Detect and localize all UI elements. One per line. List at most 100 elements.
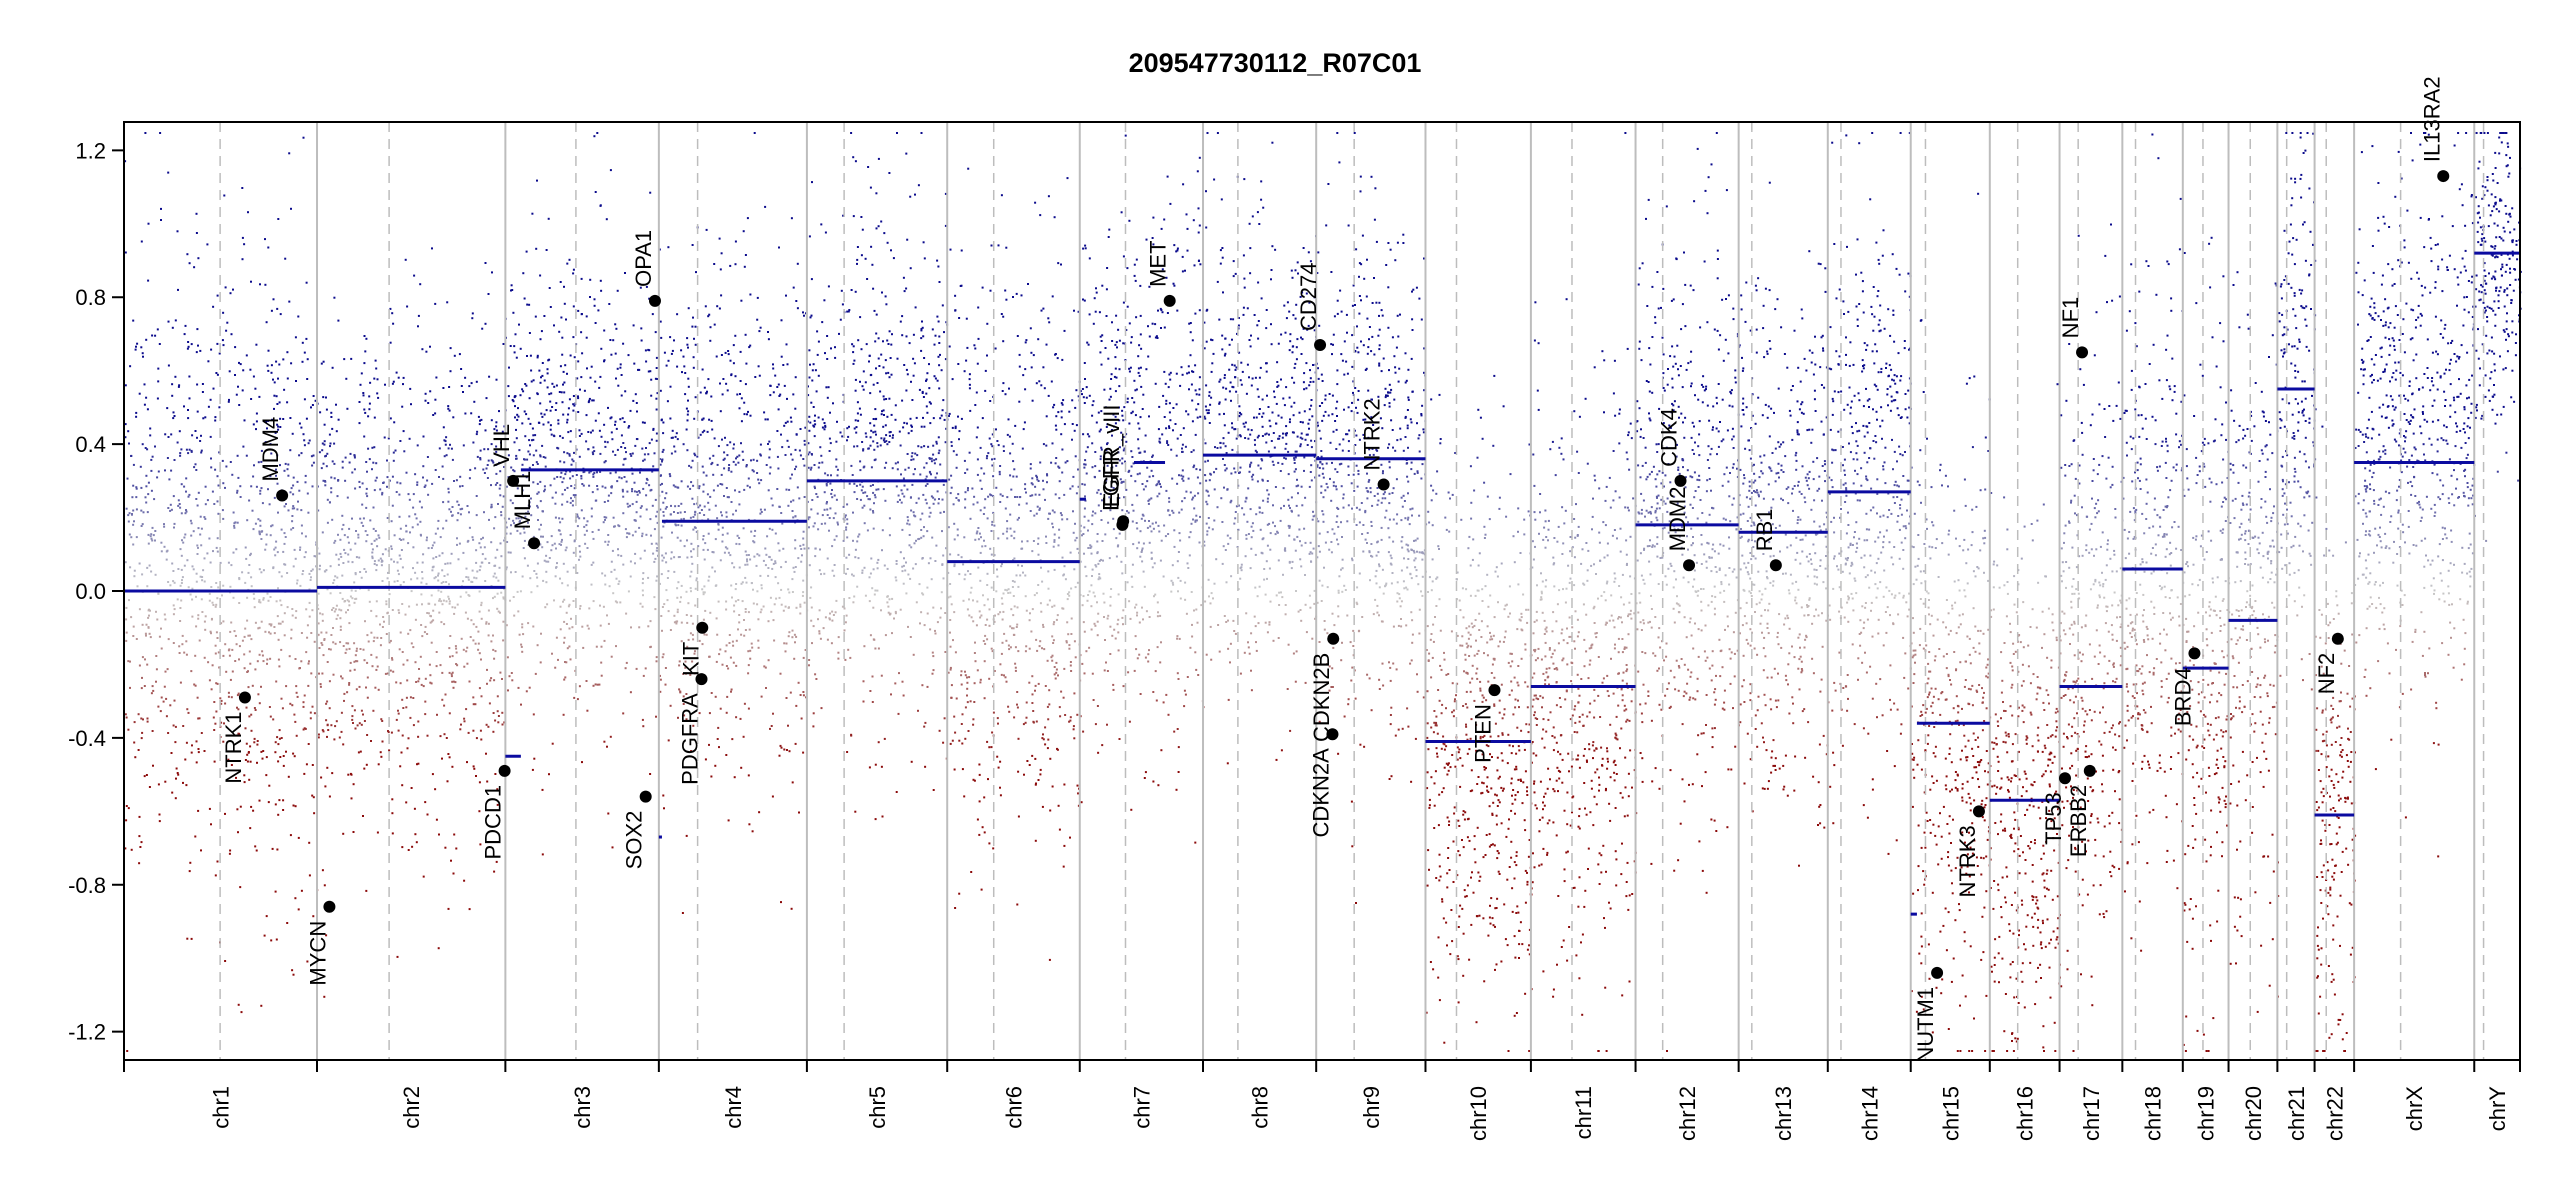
probe-point xyxy=(617,384,620,387)
probe-point xyxy=(563,636,566,639)
probe-point xyxy=(209,630,212,633)
probe-point xyxy=(345,642,348,645)
probe-point xyxy=(824,472,827,475)
probe-point xyxy=(491,460,494,463)
probe-point xyxy=(395,491,398,493)
probe-point xyxy=(479,457,482,459)
probe-point xyxy=(928,515,931,518)
probe-point xyxy=(757,618,760,621)
probe-point xyxy=(322,360,325,363)
probe-point xyxy=(854,290,857,293)
probe-point xyxy=(707,315,710,318)
probe-point xyxy=(146,566,149,569)
probe-point xyxy=(422,685,425,688)
probe-point xyxy=(563,678,566,681)
probe-point xyxy=(734,463,737,466)
probe-point xyxy=(476,430,479,433)
probe-point xyxy=(236,706,238,709)
probe-point xyxy=(984,389,987,392)
probe-point xyxy=(786,397,788,400)
probe-point xyxy=(830,642,833,645)
probe-point xyxy=(759,454,762,457)
probe-point xyxy=(318,672,320,675)
probe-point xyxy=(1060,433,1063,436)
probe-point xyxy=(375,367,378,370)
probe-point xyxy=(735,509,737,512)
probe-point xyxy=(360,723,363,726)
probe-point xyxy=(642,572,645,575)
probe-point xyxy=(645,360,648,363)
probe-point xyxy=(743,634,746,637)
probe-point xyxy=(620,554,623,557)
probe-point xyxy=(158,343,161,345)
probe-point xyxy=(864,257,867,260)
probe-point xyxy=(305,763,308,766)
probe-point xyxy=(166,668,169,671)
probe-point xyxy=(814,423,817,426)
probe-point xyxy=(225,329,228,332)
probe-point xyxy=(428,602,431,605)
probe-point xyxy=(364,411,367,414)
probe-point xyxy=(371,557,374,560)
probe-point xyxy=(254,522,257,525)
probe-point xyxy=(473,576,476,579)
probe-point xyxy=(195,212,198,215)
probe-point xyxy=(799,603,802,606)
probe-point xyxy=(691,325,694,328)
probe-point xyxy=(546,372,549,375)
probe-point xyxy=(252,423,255,426)
probe-point xyxy=(660,573,663,576)
probe-point xyxy=(721,663,724,666)
probe-point xyxy=(810,619,813,622)
probe-point xyxy=(241,571,244,574)
probe-point xyxy=(400,751,403,754)
probe-point xyxy=(562,413,565,416)
probe-point xyxy=(324,570,327,573)
probe-point xyxy=(1015,626,1018,628)
probe-point xyxy=(877,357,880,360)
probe-point xyxy=(128,512,131,515)
probe-point xyxy=(1041,737,1044,740)
probe-point xyxy=(874,496,877,499)
probe-point xyxy=(846,522,849,525)
probe-point xyxy=(454,645,457,648)
probe-point xyxy=(212,716,215,719)
probe-point xyxy=(288,300,291,303)
probe-point xyxy=(365,763,368,766)
probe-point xyxy=(149,609,151,612)
probe-point xyxy=(708,712,711,715)
probe-point xyxy=(980,614,983,617)
probe-point xyxy=(827,285,830,288)
probe-point xyxy=(810,606,813,609)
probe-point xyxy=(703,633,706,636)
probe-point xyxy=(526,564,529,567)
probe-point xyxy=(192,568,195,571)
probe-point xyxy=(872,383,875,386)
probe-point xyxy=(927,445,930,448)
probe-point xyxy=(208,679,211,682)
probe-point xyxy=(639,557,642,560)
probe-point xyxy=(901,565,904,568)
probe-point xyxy=(920,446,923,449)
probe-point xyxy=(371,548,374,551)
probe-point xyxy=(784,454,787,456)
probe-point xyxy=(350,773,353,776)
probe-point xyxy=(703,514,706,516)
probe-point xyxy=(702,618,705,621)
probe-point xyxy=(515,454,518,457)
probe-point xyxy=(326,661,329,663)
probe-point xyxy=(475,775,477,777)
probe-point xyxy=(525,512,527,515)
probe-point xyxy=(185,477,188,480)
probe-point xyxy=(135,345,137,348)
probe-point xyxy=(720,252,723,255)
probe-point xyxy=(523,410,526,413)
probe-point xyxy=(1024,368,1027,371)
probe-point xyxy=(194,835,197,838)
probe-point xyxy=(866,495,869,498)
probe-point xyxy=(888,397,891,400)
probe-point xyxy=(290,207,292,210)
probe-point xyxy=(266,592,269,595)
probe-point xyxy=(813,522,816,525)
probe-point xyxy=(145,774,148,776)
